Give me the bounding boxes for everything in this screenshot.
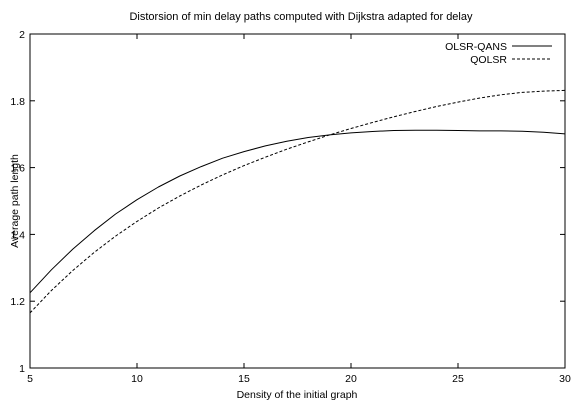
series-line-olsr-qans [29,129,566,294]
legend-label-olsr-qans: OLSR-QANS [445,41,507,53]
y-tick-label-5: 2 [19,29,25,41]
y-tick-label-4: 1.8 [10,96,25,108]
y-tick-label-1: 1.2 [10,296,25,308]
x-tick-label-3: 20 [345,373,357,385]
y-tick-label-2: 1.4 [10,229,25,241]
x-axis-label: Density of the initial graph [237,389,358,401]
legend: OLSR-QANS QOLSR [445,41,552,66]
y-tick-label-3: 1.6 [10,163,25,175]
axis-tick-labels: 5 10 15 20 25 30 1 1.2 1.4 1.6 1.8 2 [10,29,571,385]
chart-title: Distorsion of min delay paths computed w… [129,11,473,23]
axis-ticks [29,33,566,369]
x-tick-label-4: 25 [452,373,464,385]
legend-label-qolsr: QOLSR [470,54,507,66]
series-line-qolsr [29,89,566,314]
x-tick-label-5: 30 [559,373,571,385]
y-tick-label-0: 1 [19,363,25,375]
x-tick-label-0: 5 [27,373,33,385]
x-tick-label-1: 10 [131,373,143,385]
series-lines [29,89,566,314]
x-tick-label-2: 15 [238,373,250,385]
y-axis-label: Average path length [9,154,21,248]
plot-area-frame [29,33,566,369]
